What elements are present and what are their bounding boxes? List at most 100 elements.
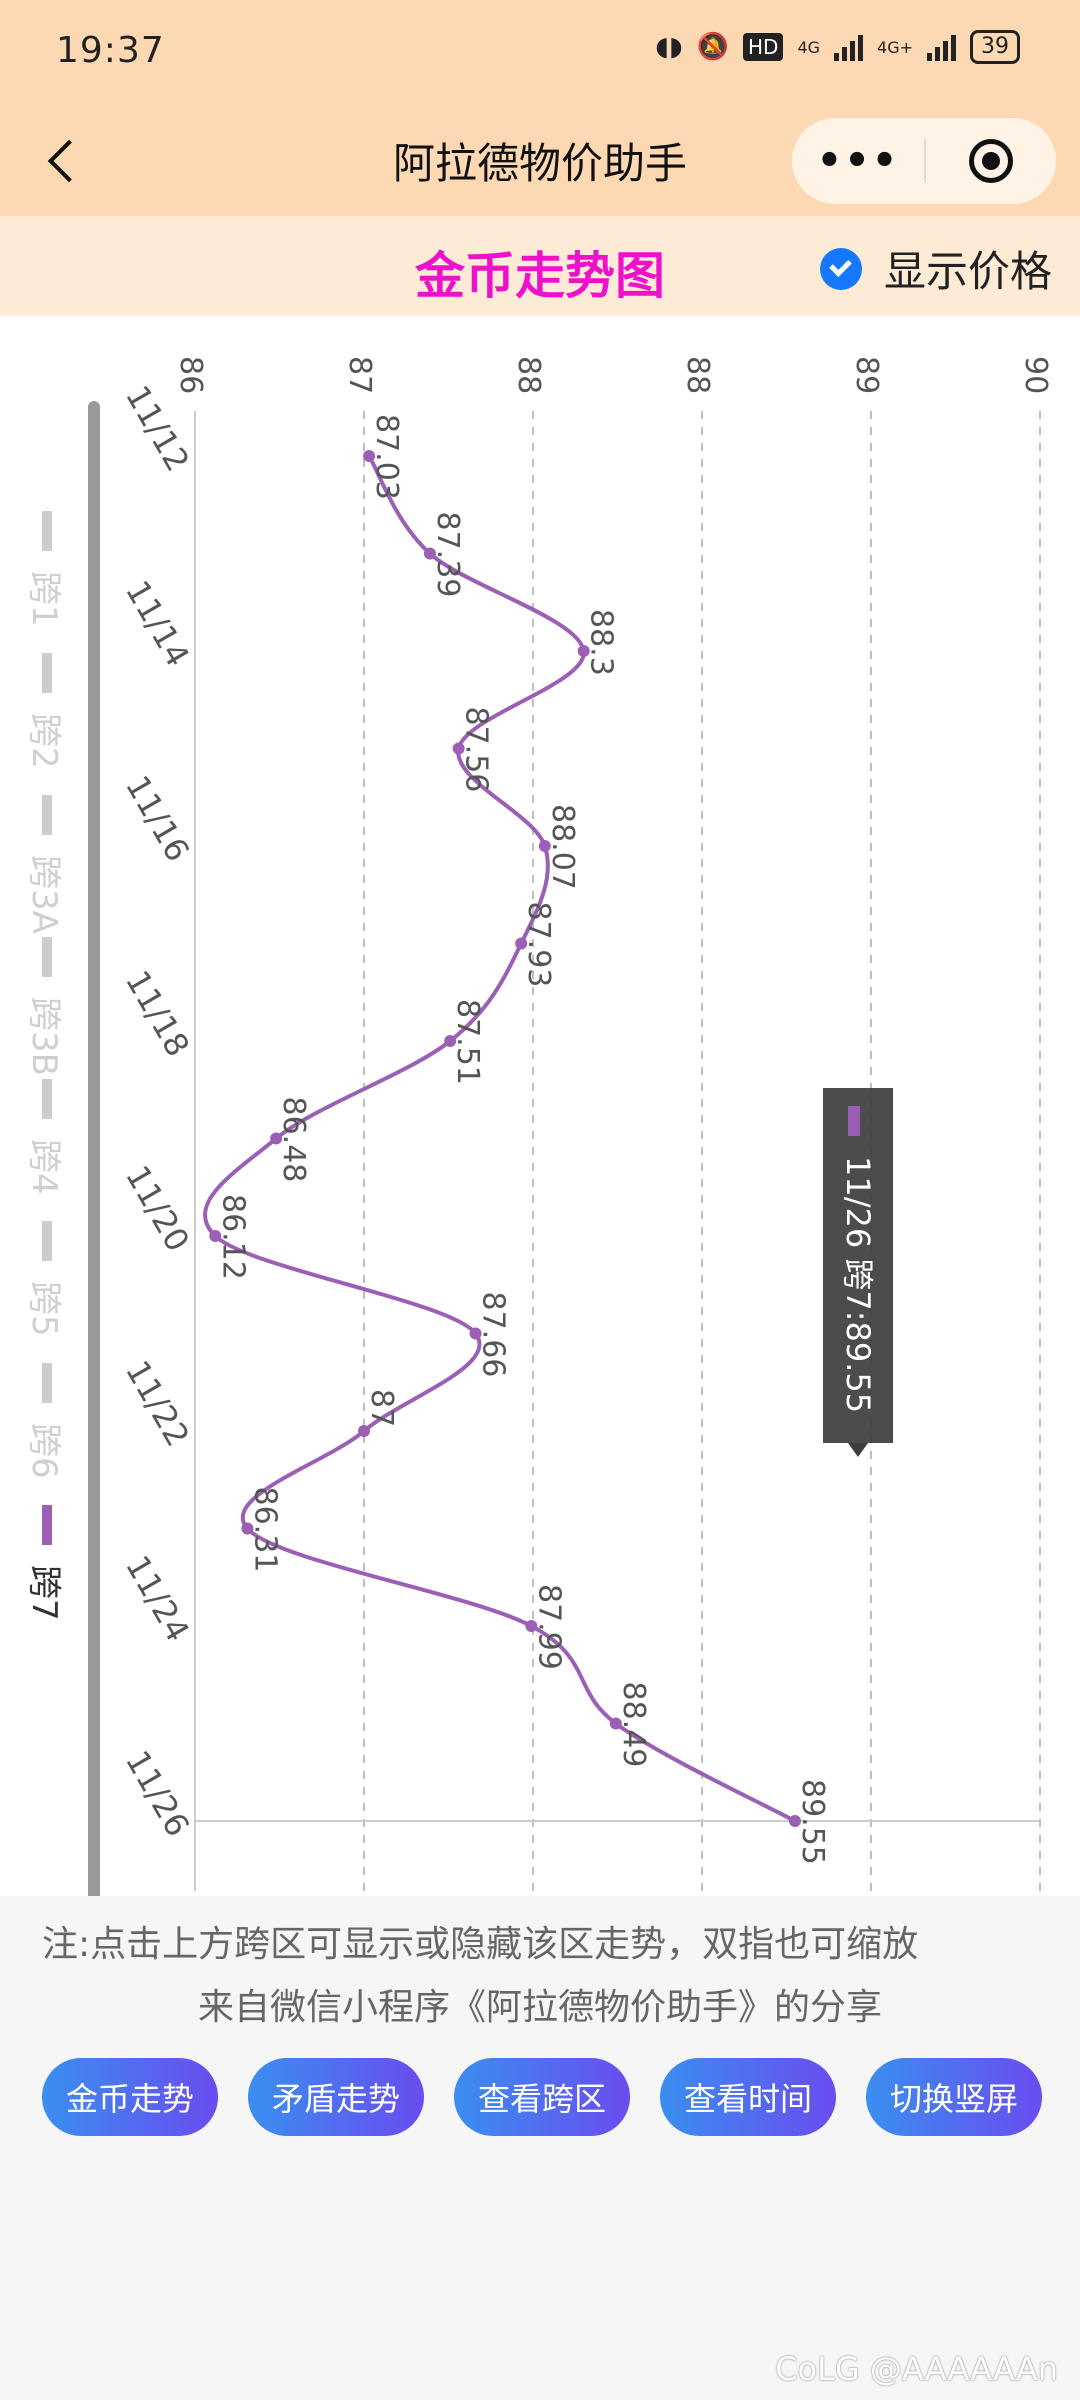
data-label-9: 87.66 (476, 1292, 511, 1378)
data-point-0[interactable] (363, 450, 376, 462)
date-tick-5: 11/22 (118, 1354, 197, 1453)
nav-bar: 阿拉德物价助手 ••• (0, 108, 1080, 216)
watermark-text: @AAAAAAn (869, 2350, 1058, 2388)
data-label-6: 87.51 (450, 999, 485, 1085)
status-icons: ◖◗ 🔕 HD 4G 4G+ 39 (655, 30, 1020, 64)
legend-item-7[interactable]: 跨7 (24, 1565, 64, 1621)
data-label-13: 88.49 (616, 1682, 651, 1768)
hint-text: 注:点击上方跨区可显示或隐藏该区走势，双指也可缩放 (42, 1924, 919, 1965)
share-source-text: 来自微信小程序《阿拉德物价助手》的分享 (197, 1987, 882, 2028)
target-icon (969, 139, 1013, 183)
tooltip-marker (848, 1106, 860, 1136)
legend-marker-4 (42, 1079, 52, 1119)
legend-marker-7 (42, 1505, 52, 1545)
switch-portrait-button[interactable]: 切换竖屏 (866, 2058, 1042, 2136)
gold-trend-button[interactable]: 金币走势 (42, 2058, 218, 2136)
legend-item-2[interactable]: 跨3A (24, 855, 64, 934)
date-tick-7: 11/26 (118, 1744, 197, 1843)
signal-icon-2 (927, 33, 956, 61)
data-point-4[interactable] (538, 840, 551, 852)
data-label-12: 87.99 (531, 1584, 566, 1670)
data-point-13[interactable] (609, 1717, 622, 1730)
data-label-3: 87.56 (459, 707, 494, 793)
contradiction-trend-button[interactable]: 矛盾走势 (248, 2058, 424, 2136)
data-label-4: 88.07 (545, 804, 580, 890)
tooltip-pointer (848, 1443, 868, 1457)
watermark: CoLG @AAAAAAn (775, 2350, 1058, 2388)
value-tick-4: 89 (849, 356, 884, 394)
mini-program-capsule: ••• (792, 118, 1056, 204)
legend-marker-0 (42, 511, 52, 551)
legend-item-5[interactable]: 跨5 (24, 1281, 64, 1337)
data-point-12[interactable] (525, 1620, 538, 1632)
nav-title: 阿拉德物价助手 (392, 139, 687, 188)
data-label-7: 86.48 (276, 1097, 311, 1183)
series-line-kua7 (203, 454, 796, 1823)
network-label-2: 4G+ (877, 37, 913, 57)
data-label-2: 88.3 (584, 609, 619, 676)
mute-icon: 🔕 (696, 32, 729, 62)
date-tick-1: 11/14 (118, 574, 197, 673)
data-label-10: 87 (364, 1389, 399, 1427)
tooltip-box (823, 1088, 893, 1443)
legend-marker-1 (42, 653, 52, 693)
battery-icon: 39 (970, 30, 1020, 64)
status-bar: 19:37 ◖◗ 🔕 HD 4G 4G+ 39 (0, 0, 1080, 108)
checkbox-checked-icon[interactable] (819, 247, 862, 290)
tooltip-text: 11/26 跨7:89.55 (839, 1156, 877, 1413)
legend-item-1[interactable]: 跨2 (24, 713, 64, 769)
legend-scrollbar[interactable] (88, 401, 100, 1901)
legend-marker-5 (42, 1221, 52, 1261)
legend-marker-6 (42, 1363, 52, 1403)
signal-icon (834, 33, 864, 61)
value-tick-0: 86 (173, 356, 208, 394)
value-tick-2: 88 (511, 356, 546, 394)
data-label-1: 87.39 (430, 512, 465, 598)
data-point-3[interactable] (452, 742, 465, 755)
hd-icon: HD (742, 33, 784, 61)
value-tick-5: 90 (1018, 356, 1053, 394)
data-point-11[interactable] (241, 1522, 254, 1535)
legend-item-3[interactable]: 跨3B (24, 997, 64, 1076)
data-point-8[interactable] (209, 1230, 222, 1242)
data-point-5[interactable] (515, 937, 528, 950)
data-point-10[interactable] (358, 1425, 370, 1437)
chart-header: 金币走势图 显示价格 (0, 216, 1080, 316)
data-point-1[interactable] (423, 547, 436, 560)
legend-item-4[interactable]: 跨4 (24, 1139, 64, 1195)
earbuds-icon: ◖◗ (655, 32, 683, 62)
value-tick-3: 88 (680, 356, 715, 394)
more-button[interactable]: ••• (816, 138, 900, 184)
date-tick-6: 11/24 (118, 1549, 197, 1648)
capsule-divider (924, 139, 926, 183)
data-label-11: 86.31 (247, 1487, 282, 1573)
date-tick-2: 11/16 (118, 769, 197, 868)
data-point-14[interactable] (788, 1815, 801, 1827)
legend-marker-2 (42, 795, 52, 835)
legend-marker-3 (42, 937, 52, 977)
action-buttons: 金币走势 矛盾走势 查看跨区 查看时间 切换竖屏 (42, 2058, 1042, 2136)
data-label-5: 87.93 (521, 902, 556, 988)
show-price-label: 显示价格 (883, 247, 1052, 296)
date-tick-4: 11/20 (118, 1159, 197, 1258)
view-time-button[interactable]: 查看时间 (660, 2058, 836, 2136)
view-cross-server-button[interactable]: 查看跨区 (454, 2058, 630, 2136)
data-label-8: 86.12 (215, 1194, 250, 1280)
data-point-9[interactable] (469, 1327, 482, 1340)
legend-item-0[interactable]: 跨1 (24, 571, 64, 627)
data-point-7[interactable] (270, 1132, 283, 1145)
chart-title: 金币走势图 (415, 247, 665, 305)
close-button[interactable] (926, 139, 1056, 183)
value-tick-1: 87 (342, 356, 377, 394)
legend-item-6[interactable]: 跨6 (24, 1423, 64, 1479)
data-point-6[interactable] (444, 1035, 457, 1047)
show-price-toggle[interactable]: 显示价格 (819, 238, 1052, 299)
date-tick-3: 11/18 (118, 964, 197, 1063)
network-label-1: 4G (797, 37, 821, 57)
data-point-2[interactable] (577, 645, 590, 657)
status-time: 19:37 (56, 30, 165, 71)
chart-area: 跨1 跨2 跨3A 跨3B 跨4 跨5 跨6 跨7 86 87 88 88 89 90 11/12 11/1… (0, 316, 1080, 1901)
data-label-14: 89.55 (795, 1779, 830, 1865)
data-label-0: 87.03 (369, 414, 404, 500)
